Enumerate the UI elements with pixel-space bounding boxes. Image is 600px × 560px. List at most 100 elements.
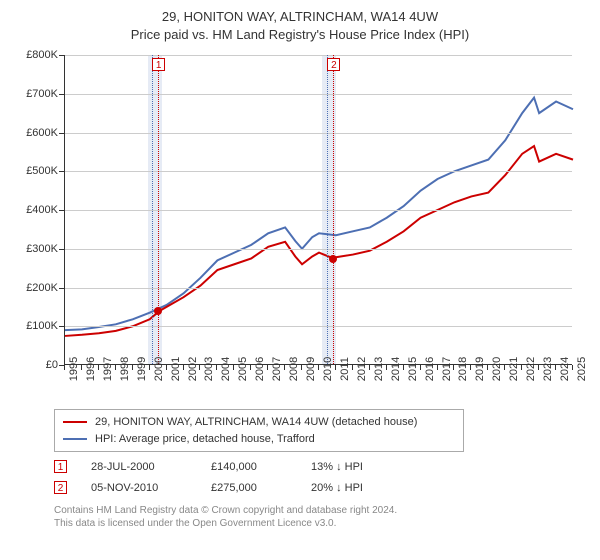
- gridline: [65, 133, 572, 134]
- x-tick-label: 2024: [559, 357, 571, 381]
- transaction-date: 05-NOV-2010: [91, 482, 211, 494]
- sale-dot: [329, 255, 337, 263]
- x-tick: [352, 365, 353, 370]
- x-tick-label: 2023: [542, 357, 554, 381]
- x-tick: [538, 365, 539, 370]
- x-tick: [318, 365, 319, 370]
- x-tick: [453, 365, 454, 370]
- y-tick-label: £0: [18, 359, 58, 371]
- x-tick: [335, 365, 336, 370]
- x-tick: [216, 365, 217, 370]
- x-tick-label: 2011: [339, 357, 351, 381]
- y-tick-label: £300K: [18, 243, 58, 255]
- x-tick: [64, 365, 65, 370]
- footer-line-1: Contains HM Land Registry data © Crown c…: [54, 504, 582, 517]
- legend-row: HPI: Average price, detached house, Traf…: [63, 431, 455, 448]
- footer-line-2: This data is licensed under the Open Gov…: [54, 517, 582, 530]
- y-tick-label: £700K: [18, 88, 58, 100]
- x-tick-label: 2022: [525, 357, 537, 381]
- x-tick: [284, 365, 285, 370]
- x-tick-label: 2009: [305, 357, 317, 381]
- x-tick-label: 2018: [457, 357, 469, 381]
- y-tick-label: £600K: [18, 127, 58, 139]
- transaction-price: £275,000: [211, 482, 311, 494]
- y-tick-label: £100K: [18, 320, 58, 332]
- y-tick-label: £400K: [18, 204, 58, 216]
- y-tick-label: £500K: [18, 165, 58, 177]
- event-line-hpi: [327, 55, 328, 364]
- x-tick-label: 2010: [322, 357, 334, 381]
- x-tick-label: 2000: [153, 357, 165, 381]
- transaction-marker: 1: [54, 460, 67, 473]
- x-tick: [149, 365, 150, 370]
- transactions: 128-JUL-2000£140,00013% ↓ HPI205-NOV-201…: [18, 460, 582, 494]
- y-tick-label: £800K: [18, 49, 58, 61]
- legend: 29, HONITON WAY, ALTRINCHAM, WA14 4UW (d…: [54, 409, 464, 452]
- gridline: [65, 55, 572, 56]
- footer: Contains HM Land Registry data © Crown c…: [54, 504, 582, 530]
- y-tick-label: £200K: [18, 282, 58, 294]
- x-tick: [437, 365, 438, 370]
- transaction-delta: 20% ↓ HPI: [311, 482, 421, 494]
- series-property: [65, 146, 573, 336]
- x-tick-label: 1998: [119, 357, 131, 381]
- transaction-date: 28-JUL-2000: [91, 461, 211, 473]
- x-tick-label: 2025: [576, 357, 588, 381]
- x-tick: [386, 365, 387, 370]
- x-tick: [250, 365, 251, 370]
- x-tick-label: 2019: [474, 357, 486, 381]
- event-line-hpi: [152, 55, 153, 364]
- legend-swatch: [63, 438, 87, 440]
- legend-label: HPI: Average price, detached house, Traf…: [95, 431, 315, 448]
- gridline: [65, 210, 572, 211]
- x-tick: [369, 365, 370, 370]
- x-tick: [487, 365, 488, 370]
- x-tick-label: 2012: [356, 357, 368, 381]
- x-tick: [183, 365, 184, 370]
- x-tick: [420, 365, 421, 370]
- x-tick-label: 2008: [288, 357, 300, 381]
- legend-swatch: [63, 421, 87, 423]
- x-tick: [267, 365, 268, 370]
- x-tick-label: 1995: [68, 357, 80, 381]
- x-tick-label: 2004: [220, 357, 232, 381]
- gridline: [65, 249, 572, 250]
- x-tick-label: 2017: [441, 357, 453, 381]
- x-tick: [470, 365, 471, 370]
- title-line-1: 29, HONITON WAY, ALTRINCHAM, WA14 4UW: [18, 8, 582, 26]
- x-tick-label: 2016: [424, 357, 436, 381]
- event-marker: 1: [152, 58, 165, 71]
- x-tick-label: 2013: [373, 357, 385, 381]
- event-marker: 2: [327, 58, 340, 71]
- gridline: [65, 171, 572, 172]
- x-tick-label: 2003: [203, 357, 215, 381]
- x-tick: [81, 365, 82, 370]
- x-tick: [166, 365, 167, 370]
- transaction-row: 205-NOV-2010£275,00020% ↓ HPI: [54, 481, 582, 494]
- x-tick-label: 2021: [508, 357, 520, 381]
- x-tick-label: 2001: [170, 357, 182, 381]
- sale-dot: [154, 307, 162, 315]
- plot-area: 12: [64, 55, 572, 365]
- title-line-2: Price paid vs. HM Land Registry's House …: [18, 26, 582, 44]
- x-tick: [301, 365, 302, 370]
- event-line-sale: [158, 55, 159, 364]
- legend-label: 29, HONITON WAY, ALTRINCHAM, WA14 4UW (d…: [95, 414, 417, 431]
- x-tick-label: 1996: [85, 357, 97, 381]
- chart-container: 29, HONITON WAY, ALTRINCHAM, WA14 4UW Pr…: [0, 0, 600, 560]
- x-tick-label: 1997: [102, 357, 114, 381]
- transaction-row: 128-JUL-2000£140,00013% ↓ HPI: [54, 460, 582, 473]
- x-tick: [403, 365, 404, 370]
- x-tick-label: 2002: [187, 357, 199, 381]
- x-tick-label: 2014: [390, 357, 402, 381]
- gridline: [65, 326, 572, 327]
- x-tick-label: 2007: [271, 357, 283, 381]
- event-line-sale: [333, 55, 334, 364]
- gridline: [65, 288, 572, 289]
- x-tick: [572, 365, 573, 370]
- x-tick: [504, 365, 505, 370]
- gridline: [65, 94, 572, 95]
- x-tick-label: 2015: [407, 357, 419, 381]
- x-tick: [115, 365, 116, 370]
- x-tick-label: 2020: [491, 357, 503, 381]
